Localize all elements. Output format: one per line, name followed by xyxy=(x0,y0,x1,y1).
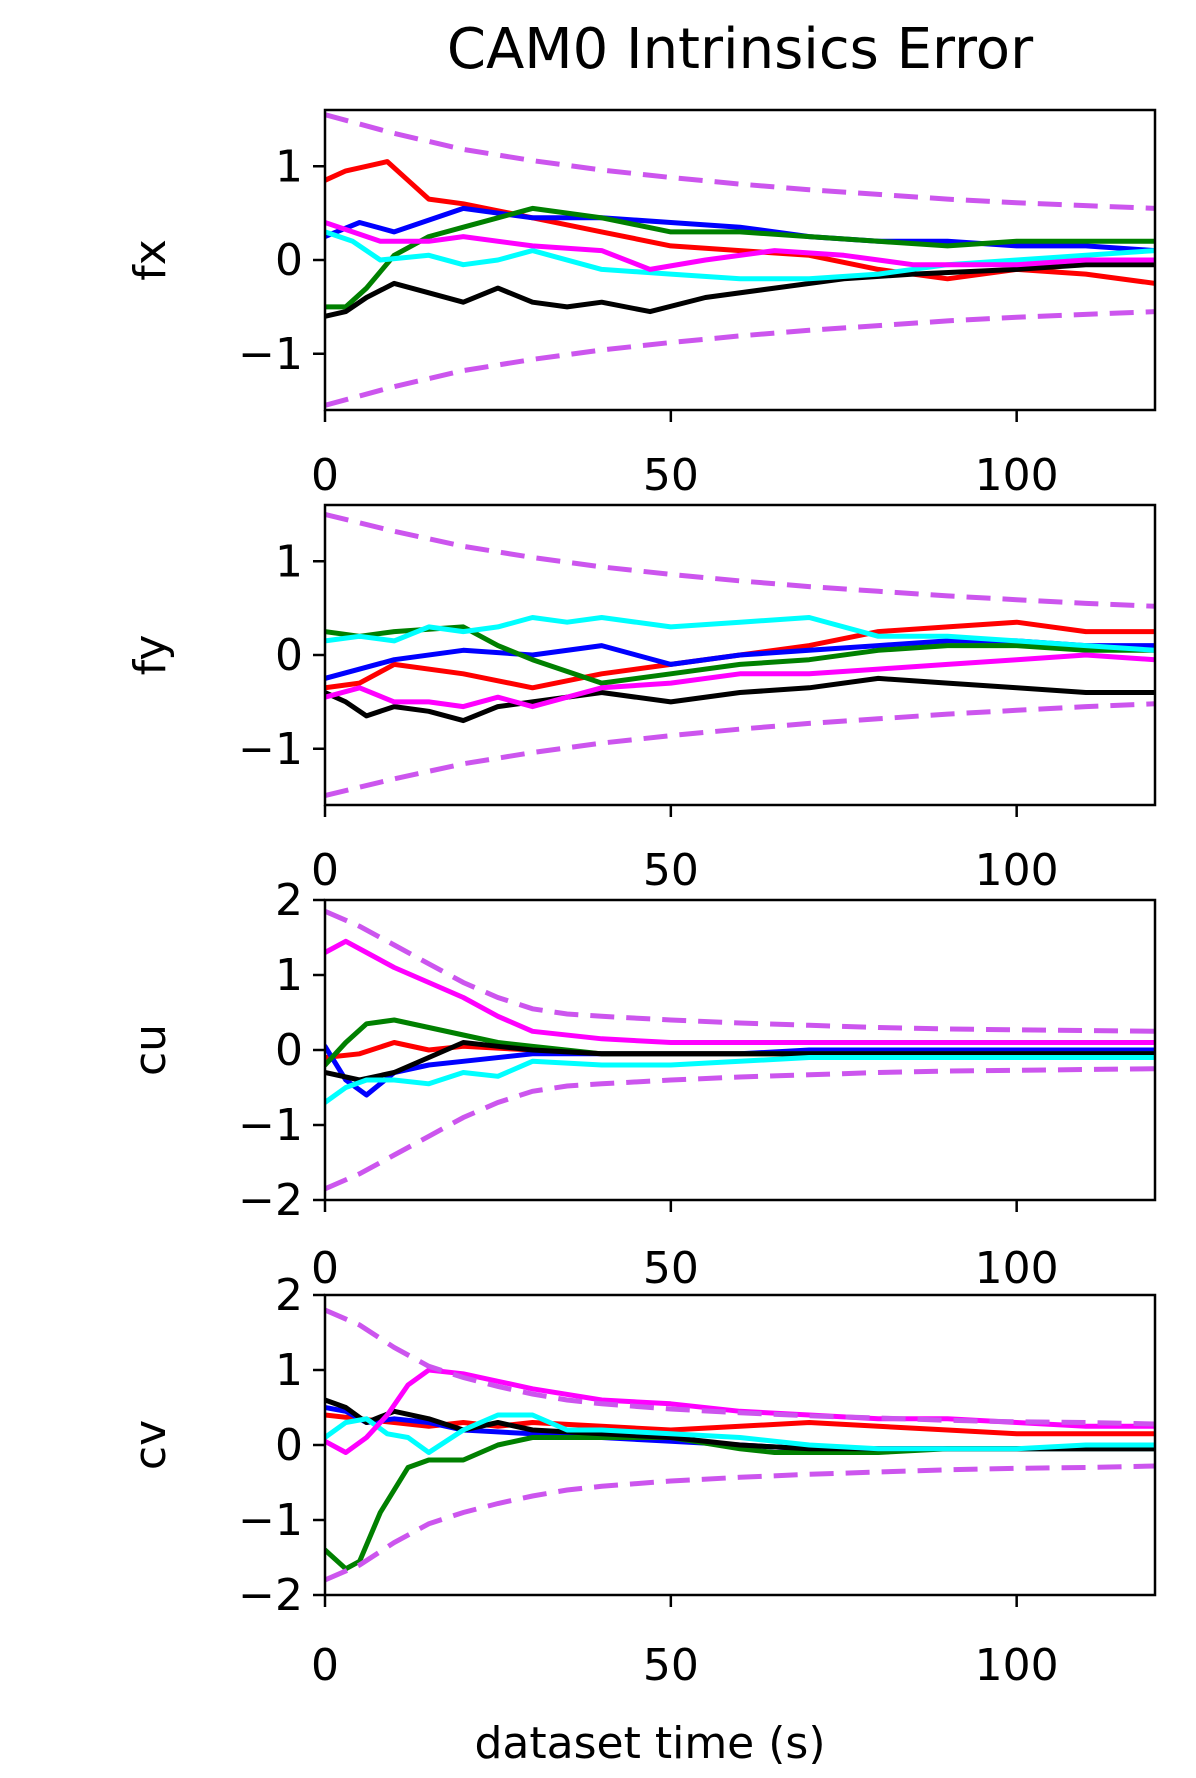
y-tick-label: −1 xyxy=(238,1495,303,1546)
y-tick-label: 0 xyxy=(275,1420,303,1471)
y-tick-label: −1 xyxy=(238,1100,303,1151)
y-axis-label: fy xyxy=(125,635,176,676)
y-tick-label: 0 xyxy=(275,630,303,681)
plot-area xyxy=(325,112,1155,408)
x-tick-label: 0 xyxy=(311,1640,339,1691)
series-line-5 xyxy=(325,1055,1155,1105)
x-tick-label: 50 xyxy=(643,450,699,501)
x-tick-label: 0 xyxy=(311,845,339,896)
x-tick-label: 50 xyxy=(643,1640,699,1691)
x-tick-label: 100 xyxy=(975,450,1059,501)
series-line-3 xyxy=(325,205,1155,310)
plot-area xyxy=(325,909,1155,1192)
upper-bound-line xyxy=(325,909,1155,1034)
series-line-1 xyxy=(325,159,1155,286)
subplot-cu: −2 −1 0 1 2 0 50 100 cu xyxy=(125,875,1157,1294)
y-axis-label: cv xyxy=(125,1420,176,1470)
y-tick-label: 2 xyxy=(275,875,303,926)
figure-title: CAM0 Intrinsics Error xyxy=(447,17,1034,82)
series-line-5 xyxy=(325,615,1155,653)
y-tick-label: 1 xyxy=(275,536,303,587)
series-line-5 xyxy=(325,1412,1155,1455)
upper-bound-line xyxy=(325,1307,1155,1427)
series-line-3 xyxy=(325,1435,1155,1572)
x-tick-label: 50 xyxy=(643,845,699,896)
y-tick-label: −2 xyxy=(238,1570,303,1621)
x-axis-label: dataset time (s) xyxy=(475,1718,826,1769)
x-tick-label: 50 xyxy=(643,1243,699,1294)
subplot-fy: −1 0 1 0 50 100 fy xyxy=(125,503,1157,896)
x-tick-label: 100 xyxy=(975,1640,1059,1691)
upper-bound-line xyxy=(325,511,1155,609)
plot-area xyxy=(325,1307,1155,1583)
y-tick-label: 0 xyxy=(275,235,303,286)
series-line-6 xyxy=(325,938,1155,1045)
series-line-6 xyxy=(325,652,1155,710)
lower-bound-line xyxy=(325,701,1155,799)
x-tick-label: 0 xyxy=(311,1243,339,1294)
x-tick-label: 0 xyxy=(311,450,339,501)
y-axis-label: cu xyxy=(125,1024,176,1076)
series-line-4 xyxy=(325,262,1155,319)
y-tick-label: 1 xyxy=(275,141,303,192)
x-tick-label: 100 xyxy=(975,845,1059,896)
lower-bound-line xyxy=(325,1066,1155,1192)
y-tick-label: −1 xyxy=(238,724,303,775)
y-tick-label: 2 xyxy=(275,1270,303,1321)
series-line-4 xyxy=(325,675,1155,724)
y-tick-label: 1 xyxy=(275,1345,303,1396)
subplot-fx: −1 0 1 0 50 100 fx xyxy=(125,108,1157,501)
y-axis-label: fx xyxy=(125,239,176,281)
y-tick-label: −1 xyxy=(238,329,303,380)
series-line-4 xyxy=(325,1040,1155,1083)
lower-bound-line xyxy=(325,309,1155,408)
subplot-cv: −2 −1 0 1 2 0 50 100 cv dataset time (s) xyxy=(125,1270,1157,1769)
upper-bound-line xyxy=(325,112,1155,211)
lower-bound-line xyxy=(325,1463,1155,1583)
series-line-1 xyxy=(325,1412,1155,1437)
plot-area xyxy=(325,511,1155,799)
y-tick-label: 0 xyxy=(275,1025,303,1076)
series-line-6 xyxy=(325,220,1155,272)
series-line-2 xyxy=(325,205,1155,254)
y-tick-label: 1 xyxy=(275,950,303,1001)
x-tick-label: 100 xyxy=(975,1243,1059,1294)
y-tick-label: −2 xyxy=(238,1175,303,1226)
